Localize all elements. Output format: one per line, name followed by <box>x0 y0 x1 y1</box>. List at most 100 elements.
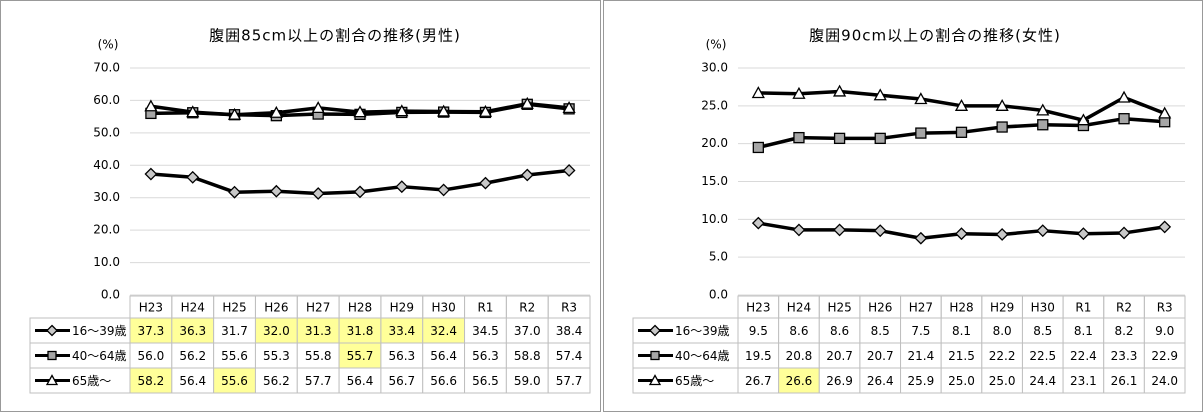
marker-triangle <box>648 374 662 386</box>
marker-diamond <box>1076 227 1090 241</box>
marker-diamond <box>751 216 765 230</box>
table-cell <box>981 342 1023 369</box>
x-tick-label: H26 <box>264 301 288 315</box>
table-cell <box>859 342 902 369</box>
marker-diamond <box>186 170 200 184</box>
table-value: 37.0 <box>514 324 541 338</box>
table-cell <box>380 367 424 394</box>
table-value: 20.7 <box>826 349 853 363</box>
marker-triangle <box>269 105 283 118</box>
table-value: 55.8 <box>305 349 332 363</box>
table-cell <box>940 367 983 394</box>
marker-diamond <box>873 224 887 238</box>
highlight-cell <box>380 317 424 344</box>
table-value: 56.5 <box>472 374 499 388</box>
marker-diamond <box>353 185 367 199</box>
table-value: 56.6 <box>430 374 457 388</box>
table-value: 8.1 <box>1074 324 1093 338</box>
table-value: 59.0 <box>514 374 541 388</box>
table-value: 55.7 <box>347 349 374 363</box>
table-cell <box>1103 342 1145 369</box>
table-cell <box>547 295 591 319</box>
x-tick-label: H23 <box>746 301 770 315</box>
marker-triangle <box>832 84 847 97</box>
marker-diamond <box>228 185 241 199</box>
marker-triangle <box>395 104 409 117</box>
y-tick-label: 5.0 <box>709 250 728 264</box>
x-tick-label: R2 <box>519 301 535 315</box>
legend-label: 16～39歳 <box>675 324 730 338</box>
table-cell <box>1103 367 1145 394</box>
chart-title: 腹囲85cm以上の割合の推移(男性) <box>209 27 461 45</box>
marker-diamond <box>520 168 534 182</box>
legend-label: 65歳～ <box>72 374 111 388</box>
table-cell <box>632 367 739 394</box>
table-value: 25.9 <box>908 374 935 388</box>
x-tick-label: R3 <box>1157 301 1173 315</box>
y-axis-label: (%) <box>706 38 727 52</box>
x-tick-label: R1 <box>1075 301 1091 315</box>
table-value: 33.4 <box>388 324 415 338</box>
x-tick-label: R2 <box>1116 301 1132 315</box>
table-cell <box>464 342 507 369</box>
table-value: 20.8 <box>786 349 813 363</box>
legend-label: 40～64歳 <box>72 349 127 363</box>
table-cell <box>213 342 256 369</box>
marker-square <box>874 132 886 145</box>
table-cell <box>940 317 983 344</box>
marker-diamond <box>1036 224 1050 238</box>
y-tick-label: 50.0 <box>93 125 120 139</box>
table-value: 20.7 <box>867 349 894 363</box>
y-tick-label: 40.0 <box>93 158 120 172</box>
x-tick-label: H28 <box>949 301 973 315</box>
table-cell <box>505 342 549 369</box>
table-value: 24.0 <box>1151 374 1178 388</box>
x-tick-label: R3 <box>561 301 577 315</box>
marker-triangle <box>45 374 59 386</box>
marker-triangle <box>478 104 493 117</box>
table-value: 8.1 <box>952 324 971 338</box>
table-value: 31.3 <box>305 324 332 338</box>
table-value: 23.1 <box>1070 374 1097 388</box>
table-cell <box>1021 342 1064 369</box>
marker-diamond <box>144 167 158 181</box>
marker-triangle <box>562 101 576 114</box>
y-tick-label: 0.0 <box>101 288 120 302</box>
table-cell <box>859 367 902 394</box>
table-cell <box>254 367 298 394</box>
x-tick-label: H30 <box>431 301 455 315</box>
x-tick-label: H29 <box>390 301 414 315</box>
table-value: 8.6 <box>830 324 849 338</box>
table-value: 55.3 <box>263 349 290 363</box>
table-cell <box>900 367 942 394</box>
table-value: 26.1 <box>1111 374 1138 388</box>
table-cell <box>818 342 861 369</box>
table-cell <box>380 342 424 369</box>
marker-triangle <box>227 107 242 120</box>
y-tick-label: 70.0 <box>93 61 120 75</box>
chart-title: 腹囲90cm以上の割合の推移(女性) <box>809 27 1061 45</box>
x-tick-label: R1 <box>477 301 493 315</box>
marker-triangle <box>1076 113 1091 126</box>
table-value: 22.5 <box>1029 349 1056 363</box>
table-value: 21.4 <box>908 349 935 363</box>
table-value: 31.7 <box>221 324 248 338</box>
table-value: 22.4 <box>1070 349 1097 363</box>
marker-square <box>996 121 1008 133</box>
marker-triangle <box>751 86 765 99</box>
table-value: 7.5 <box>911 324 930 338</box>
table-value: 25.0 <box>948 374 975 388</box>
table-cell <box>1143 295 1186 319</box>
marker-diamond <box>479 176 492 190</box>
table-value: 57.7 <box>305 374 332 388</box>
table-value: 56.2 <box>263 374 290 388</box>
marker-triangle <box>311 101 325 114</box>
table-value: 8.0 <box>993 324 1012 338</box>
marker-square <box>1118 113 1130 125</box>
legend-label: 16～39歳 <box>72 324 127 338</box>
table-value: 32.0 <box>263 324 290 338</box>
x-tick-label: H24 <box>181 301 205 315</box>
x-tick-label: H24 <box>787 301 811 315</box>
marker-triangle <box>873 88 887 101</box>
table-cell <box>1021 367 1064 394</box>
